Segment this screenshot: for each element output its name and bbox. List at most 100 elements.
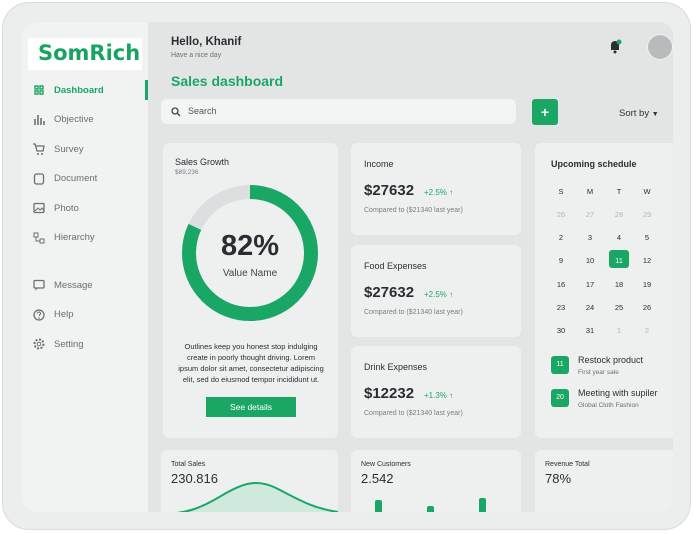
calendar-day[interactable]: 17 — [585, 279, 595, 289]
event-title: Restock product — [578, 355, 644, 365]
event-subtitle: Global Cloth Fashion — [578, 402, 639, 409]
calendar-day[interactable]: 3 — [587, 233, 593, 243]
calendar-day[interactable]: 18 — [614, 279, 624, 289]
menu-label: Help — [54, 309, 74, 320]
calendar-day[interactable]: 26 — [556, 210, 566, 219]
sidebar: SomRich Dashboard Objective Survey Document… — [22, 22, 148, 512]
summary-value: 230.816 — [171, 471, 218, 486]
calendar-day[interactable]: 25 — [614, 302, 624, 312]
event-day[interactable]: 11 — [551, 356, 569, 374]
menu-item[interactable]: Setting — [32, 336, 84, 352]
calendar-day[interactable]: 31 — [585, 326, 595, 335]
bottom-card: New Customers 2.542 — [351, 450, 521, 512]
menu-label: Objective — [54, 114, 94, 125]
weekday: M — [586, 187, 594, 196]
menu-label: Dashboard — [54, 84, 104, 96]
active-indicator — [145, 80, 148, 100]
see-details-button[interactable]: See details — [206, 397, 296, 417]
gauge-label: 82% — [220, 230, 280, 262]
calendar-day[interactable]: 16 — [556, 279, 566, 289]
calendar-day[interactable]: 10 — [585, 256, 595, 266]
menu-label: Hierarchy — [54, 232, 95, 243]
calendar-day[interactable]: 1 — [616, 326, 622, 335]
calendar-day[interactable]: 5 — [644, 233, 650, 243]
description: Outlines keep you honest stop indulging … — [178, 342, 324, 384]
stat-amount: $12232 — [364, 385, 415, 402]
menu-item[interactable]: Photo — [32, 200, 79, 216]
stat-change: +2.5% ↑ — [424, 289, 454, 299]
gauge-arc — [182, 185, 318, 321]
calendar-day[interactable]: 9 — [558, 256, 564, 266]
calendar-day[interactable]: 29 — [642, 210, 652, 219]
up-arrow: ↑ — [446, 289, 454, 299]
stat-change: +1.3% ↑ — [424, 391, 454, 400]
calendar-day[interactable]: 11 — [615, 256, 623, 266]
menu-icon — [34, 114, 45, 125]
summary-title: New Customers — [361, 461, 411, 468]
menu-icon — [33, 143, 45, 155]
summary-value: 78% — [545, 471, 572, 486]
calendar-day[interactable]: 12 — [642, 256, 652, 266]
menu-icon — [33, 308, 45, 321]
menu-label: Setting — [54, 338, 84, 350]
menu-label: Photo — [54, 202, 79, 214]
schedule-card: Upcoming schedule S M T W 26 27 28 29 2 3 4 5 9 10 11 1… — [535, 143, 673, 438]
stat-change: +2.5% ↑ — [424, 188, 454, 197]
sales-wave — [176, 481, 338, 512]
calendar-day[interactable]: 28 — [614, 210, 624, 219]
up-arrow: ↑ — [446, 391, 454, 400]
avatar[interactable] — [647, 34, 673, 60]
search-icon — [171, 107, 181, 117]
stat-amount: $27632 — [364, 182, 415, 199]
stat-amount: $27632 — [364, 283, 415, 301]
menu-icon — [33, 202, 45, 214]
screen: SomRich Dashboard Objective Survey Document… — [22, 22, 673, 512]
menu-item[interactable]: Hierarchy — [32, 230, 95, 246]
calendar-day[interactable]: 30 — [556, 326, 566, 335]
menu-label: Survey — [54, 143, 84, 155]
calendar-day[interactable]: 24 — [585, 302, 595, 312]
selected-day-bg — [609, 250, 629, 269]
menu-icon — [33, 279, 45, 291]
menu-item[interactable]: Document — [32, 171, 97, 187]
menu-icon — [33, 232, 45, 243]
greeting-subtitle: Have a nice day — [171, 52, 222, 59]
page-title: Sales dashboard — [171, 73, 284, 89]
menu-item[interactable]: Message — [32, 277, 93, 293]
add-button[interactable]: + — [532, 99, 558, 125]
stat-card: Food Expenses $27632 +2.5% ↑ Compared to ($… — [351, 244, 521, 337]
menu-item[interactable]: Survey — [32, 141, 84, 157]
menu-label: Message — [54, 279, 93, 291]
bell-icon[interactable] — [608, 38, 622, 54]
weekday: S — [558, 187, 564, 196]
event-day[interactable]: 20 — [551, 389, 569, 407]
stat-title: Food Expenses — [364, 260, 427, 271]
menu-label: Document — [54, 173, 98, 184]
calendar-day[interactable]: 26 — [642, 302, 652, 312]
menu-item[interactable]: Help — [32, 307, 74, 323]
menu-item[interactable]: Objective — [32, 112, 94, 128]
sort-button[interactable]: Sort by ▼ — [619, 108, 659, 119]
schedule-title: Upcoming schedule — [551, 159, 637, 169]
event-title: Meeting with supiler — [578, 388, 658, 398]
search-bar[interactable]: Search — [161, 99, 516, 124]
menu-item[interactable]: Dashboard — [32, 82, 104, 98]
gauge-caption: Value Name — [222, 268, 278, 279]
calendar-day[interactable]: 19 — [642, 279, 652, 289]
stat-title: Income — [364, 159, 394, 169]
stat-title: Drink Expenses — [364, 362, 428, 372]
summary-value: 2.542 — [361, 471, 394, 486]
calendar-day[interactable]: 4 — [616, 233, 622, 243]
weekday: T — [616, 187, 622, 196]
menu-icon — [34, 85, 44, 95]
calendar-day[interactable]: 27 — [585, 210, 595, 219]
calendar-day[interactable]: 23 — [556, 302, 566, 312]
sales-growth-card: Sales Growth $89,236 82% Value Name Outl… — [163, 143, 338, 438]
bottom-card: Revenue Total 78% — [535, 450, 673, 512]
menu-icon — [33, 172, 45, 185]
bottom-card: Total Sales 230.816 — [161, 450, 338, 512]
calendar-day[interactable]: 2 — [558, 233, 564, 243]
event-subtitle: First year sale — [578, 369, 619, 376]
calendar-day[interactable]: 2 — [644, 326, 650, 335]
